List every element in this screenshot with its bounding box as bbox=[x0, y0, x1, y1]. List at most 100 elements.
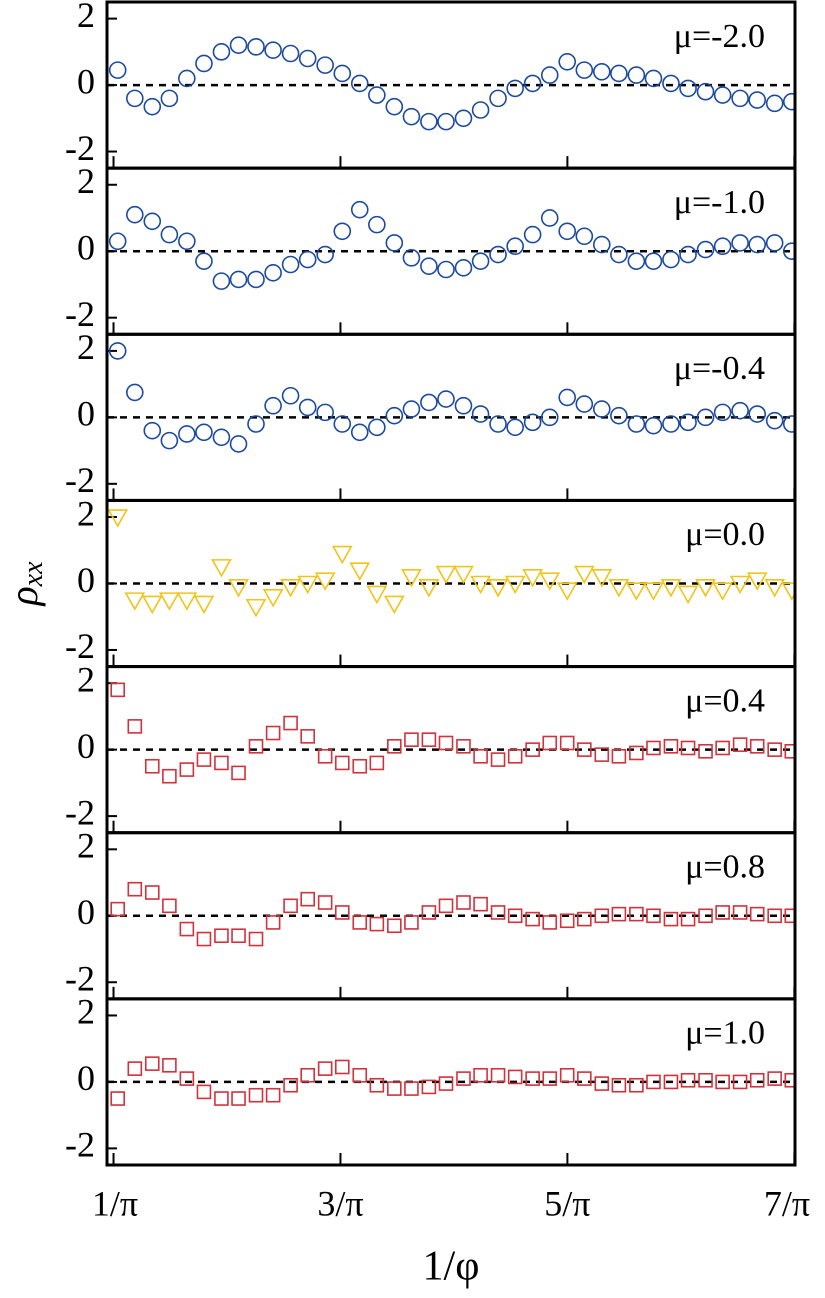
point bbox=[473, 748, 488, 764]
point bbox=[110, 1091, 125, 1106]
point bbox=[765, 234, 784, 252]
markers bbox=[107, 509, 795, 618]
point bbox=[680, 1072, 696, 1088]
point bbox=[456, 895, 471, 910]
point bbox=[438, 1076, 454, 1091]
point bbox=[782, 92, 795, 111]
point bbox=[420, 257, 438, 275]
point bbox=[334, 755, 350, 771]
point bbox=[300, 891, 315, 907]
point bbox=[611, 906, 627, 922]
point bbox=[677, 585, 699, 605]
point bbox=[732, 737, 748, 752]
point bbox=[127, 881, 143, 897]
y-tick-label: 2 bbox=[77, 826, 95, 866]
point bbox=[350, 423, 369, 442]
point bbox=[369, 916, 385, 932]
point bbox=[420, 393, 438, 412]
point bbox=[767, 908, 782, 924]
point bbox=[525, 1071, 540, 1086]
point bbox=[298, 398, 317, 417]
point bbox=[368, 86, 386, 104]
point bbox=[767, 742, 782, 757]
point bbox=[178, 69, 196, 88]
point bbox=[283, 898, 298, 914]
point bbox=[781, 582, 795, 601]
point bbox=[629, 906, 644, 922]
y-tick-label: 0 bbox=[77, 560, 95, 600]
point bbox=[698, 908, 713, 924]
point bbox=[679, 79, 697, 98]
point bbox=[127, 719, 143, 734]
point bbox=[316, 403, 334, 422]
point bbox=[629, 745, 644, 761]
point bbox=[317, 748, 333, 764]
point bbox=[107, 509, 129, 528]
point bbox=[437, 112, 455, 131]
point bbox=[523, 74, 542, 93]
point bbox=[247, 415, 265, 433]
point bbox=[646, 740, 661, 756]
point bbox=[385, 234, 404, 252]
y-axis-label: ρxx bbox=[1, 561, 49, 608]
point bbox=[385, 406, 404, 425]
point bbox=[162, 768, 177, 784]
point bbox=[663, 911, 679, 927]
point bbox=[542, 915, 558, 930]
point bbox=[110, 901, 125, 917]
point bbox=[331, 545, 353, 565]
point bbox=[575, 61, 594, 79]
point bbox=[713, 86, 732, 104]
point bbox=[298, 49, 317, 68]
point bbox=[144, 758, 160, 774]
point bbox=[437, 260, 455, 279]
y-tick-label: -2 bbox=[65, 294, 95, 334]
point bbox=[471, 101, 490, 119]
point bbox=[196, 1084, 212, 1100]
markers bbox=[108, 200, 795, 290]
point bbox=[366, 585, 388, 605]
point bbox=[179, 762, 195, 777]
point bbox=[506, 79, 524, 98]
point bbox=[229, 435, 248, 453]
x-tick-label: 3/π bbox=[317, 1183, 363, 1223]
markers bbox=[110, 881, 795, 947]
annotation: μ=0.8 bbox=[685, 849, 765, 886]
point bbox=[680, 740, 696, 756]
point bbox=[265, 915, 281, 930]
point bbox=[696, 82, 715, 101]
point bbox=[646, 1074, 661, 1090]
point bbox=[490, 905, 506, 920]
point bbox=[504, 575, 526, 595]
point bbox=[471, 405, 490, 423]
y-tick-label: 0 bbox=[77, 61, 95, 101]
point bbox=[456, 739, 471, 754]
point bbox=[627, 252, 646, 270]
point bbox=[108, 342, 127, 360]
point bbox=[663, 1074, 679, 1090]
point bbox=[540, 408, 559, 427]
point bbox=[179, 1071, 195, 1086]
panel-frame bbox=[105, 997, 797, 1167]
point bbox=[591, 569, 613, 588]
x-tick-label: 7/π bbox=[764, 1183, 810, 1223]
point bbox=[525, 911, 540, 927]
point bbox=[592, 62, 611, 81]
point bbox=[696, 240, 715, 259]
point bbox=[127, 1061, 143, 1076]
point bbox=[281, 386, 300, 405]
point bbox=[594, 1076, 610, 1091]
point bbox=[559, 1067, 575, 1083]
point bbox=[211, 559, 232, 578]
point bbox=[594, 908, 610, 924]
point bbox=[178, 425, 196, 443]
point bbox=[247, 38, 265, 56]
point bbox=[248, 1087, 264, 1103]
point bbox=[281, 44, 300, 63]
point bbox=[352, 915, 368, 930]
point bbox=[334, 905, 350, 920]
point bbox=[765, 94, 784, 113]
point bbox=[195, 423, 213, 442]
point bbox=[264, 41, 282, 59]
markers bbox=[110, 682, 795, 784]
